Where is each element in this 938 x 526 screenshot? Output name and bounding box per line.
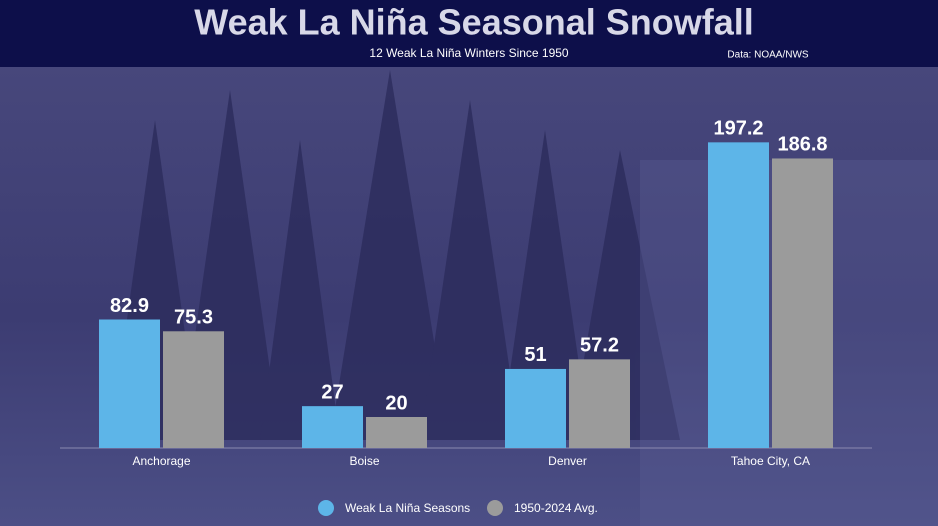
source: Data: NOAA/NWS [727, 50, 808, 61]
bar [505, 368, 566, 448]
legend-swatch [487, 500, 503, 516]
legend-swatch [318, 500, 334, 516]
data-label: 51 [524, 344, 546, 366]
bar [99, 319, 160, 448]
data-label: 186.8 [777, 134, 827, 156]
data-label: 57.2 [580, 335, 619, 357]
x-tick-label: Boise [349, 454, 379, 468]
data-label: 82.9 [110, 295, 149, 317]
header-band [0, 0, 938, 67]
bar [163, 331, 224, 448]
data-label: 20 [385, 392, 407, 414]
x-tick-label: Denver [548, 454, 587, 468]
bar [569, 359, 630, 448]
bar [302, 406, 363, 448]
chart-title: Weak La Niña Seasonal Snowfall [194, 2, 754, 43]
x-tick-label: Anchorage [132, 454, 190, 468]
x-tick-label: Tahoe City, CA [731, 454, 810, 468]
subtitle: 12 Weak La Niña Winters Since 1950 [369, 46, 569, 60]
bar [708, 142, 769, 448]
data-label: 197.2 [713, 118, 763, 140]
data-label: 27 [321, 381, 343, 403]
legend-label: Weak La Niña Seasons [345, 501, 470, 515]
data-label: 75.3 [174, 307, 213, 329]
bar [772, 158, 833, 448]
legend-label: 1950-2024 Avg. [514, 501, 598, 515]
bar [366, 417, 427, 448]
